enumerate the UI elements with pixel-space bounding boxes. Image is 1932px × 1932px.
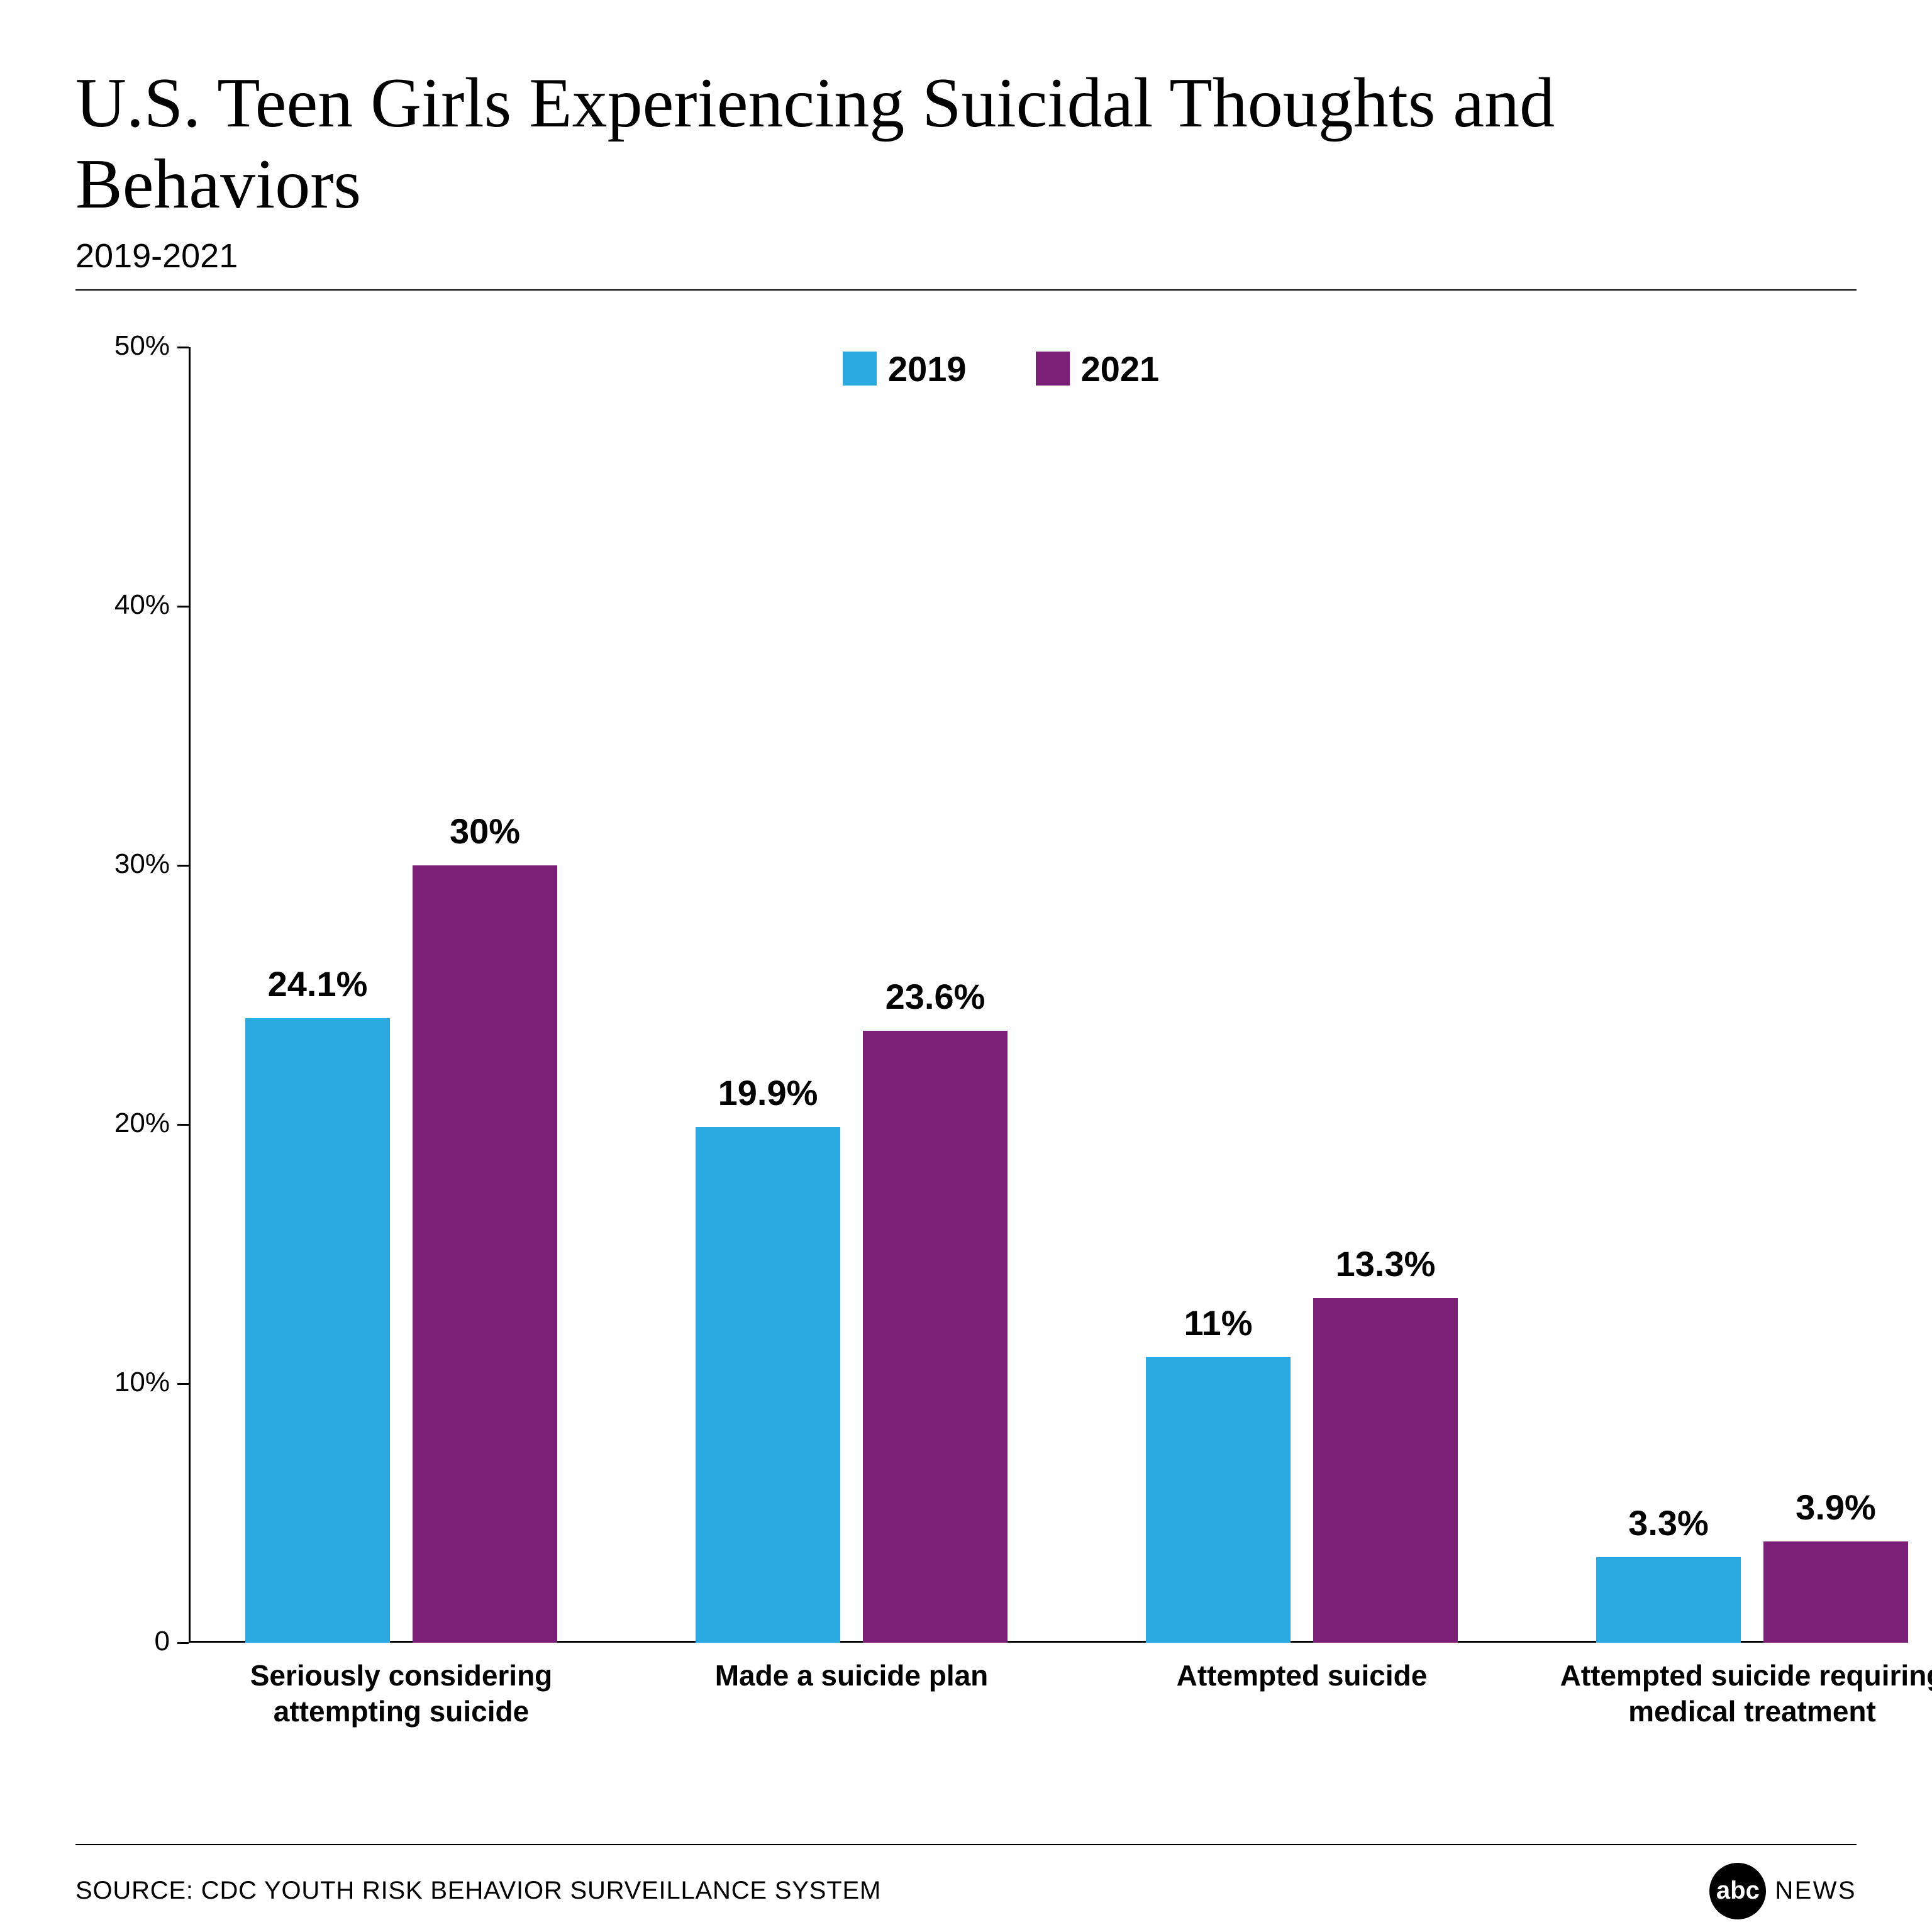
bar	[1596, 1557, 1741, 1643]
category-label: Seriously consideringattempting suicide	[201, 1658, 601, 1730]
y-tick-label: 0	[88, 1626, 170, 1657]
y-tick-label: 20%	[88, 1108, 170, 1139]
y-tick	[177, 1642, 189, 1644]
legend-label: 2021	[1081, 348, 1160, 389]
bar-value-label: 30%	[387, 811, 582, 852]
bar-value-label: 3.9%	[1738, 1487, 1932, 1528]
legend-label: 2019	[888, 348, 967, 389]
footer-row: SOURCE: CDC YOUTH RISK BEHAVIOR SURVEILL…	[75, 1863, 1857, 1919]
category-label: Attempted suicide	[1102, 1658, 1502, 1694]
bar	[1146, 1357, 1291, 1642]
y-tick	[177, 606, 189, 608]
legend-item: 2021	[1036, 348, 1160, 389]
bar-value-label: 3.3%	[1571, 1502, 1766, 1543]
y-axis-line	[189, 347, 191, 1643]
plot-area: 24.1%30%19.9%23.6%11%13.3%3.3%3.9%	[189, 347, 1849, 1643]
abc-disc-icon: abc	[1709, 1863, 1766, 1919]
legend-item: 2019	[843, 348, 967, 389]
bar-value-label: 11%	[1121, 1302, 1316, 1343]
footer: SOURCE: CDC YOUTH RISK BEHAVIOR SURVEILL…	[75, 1844, 1857, 1919]
legend-swatch	[1036, 352, 1070, 386]
category-label: Attempted suicide requiringmedical treat…	[1552, 1658, 1932, 1730]
bar	[1313, 1298, 1458, 1643]
y-tick-label: 50%	[88, 330, 170, 362]
bar	[863, 1031, 1008, 1642]
subtitle: 2019-2021	[75, 236, 1857, 275]
brand-news-text: NEWS	[1775, 1877, 1857, 1905]
y-tick-label: 40%	[88, 589, 170, 621]
bar	[696, 1127, 840, 1643]
header-rule	[75, 289, 1857, 291]
bar-value-label: 23.6%	[838, 976, 1033, 1017]
bar-value-label: 19.9%	[670, 1072, 865, 1113]
y-tick	[177, 865, 189, 867]
bar-value-label: 13.3%	[1288, 1243, 1483, 1284]
bar	[1763, 1541, 1908, 1643]
legend: 2019 2021	[843, 348, 1159, 394]
y-tick-label: 30%	[88, 848, 170, 880]
footer-rule	[75, 1844, 1857, 1845]
source-text: SOURCE: CDC YOUTH RISK BEHAVIOR SURVEILL…	[75, 1877, 881, 1905]
bar	[245, 1018, 390, 1643]
y-tick	[177, 347, 189, 348]
y-tick	[177, 1383, 189, 1385]
y-tick-label: 10%	[88, 1367, 170, 1398]
brand-logo: abc NEWS	[1709, 1863, 1857, 1919]
page-title: U.S. Teen Girls Experiencing Suicidal Th…	[75, 63, 1857, 225]
y-tick	[177, 1124, 189, 1126]
bar-chart: 24.1%30%19.9%23.6%11%13.3%3.3%3.9%010%20…	[75, 347, 1857, 1768]
category-label: Made a suicide plan	[652, 1658, 1052, 1694]
legend-swatch	[843, 352, 877, 386]
bar-value-label: 24.1%	[220, 963, 415, 1004]
bar	[413, 865, 557, 1643]
